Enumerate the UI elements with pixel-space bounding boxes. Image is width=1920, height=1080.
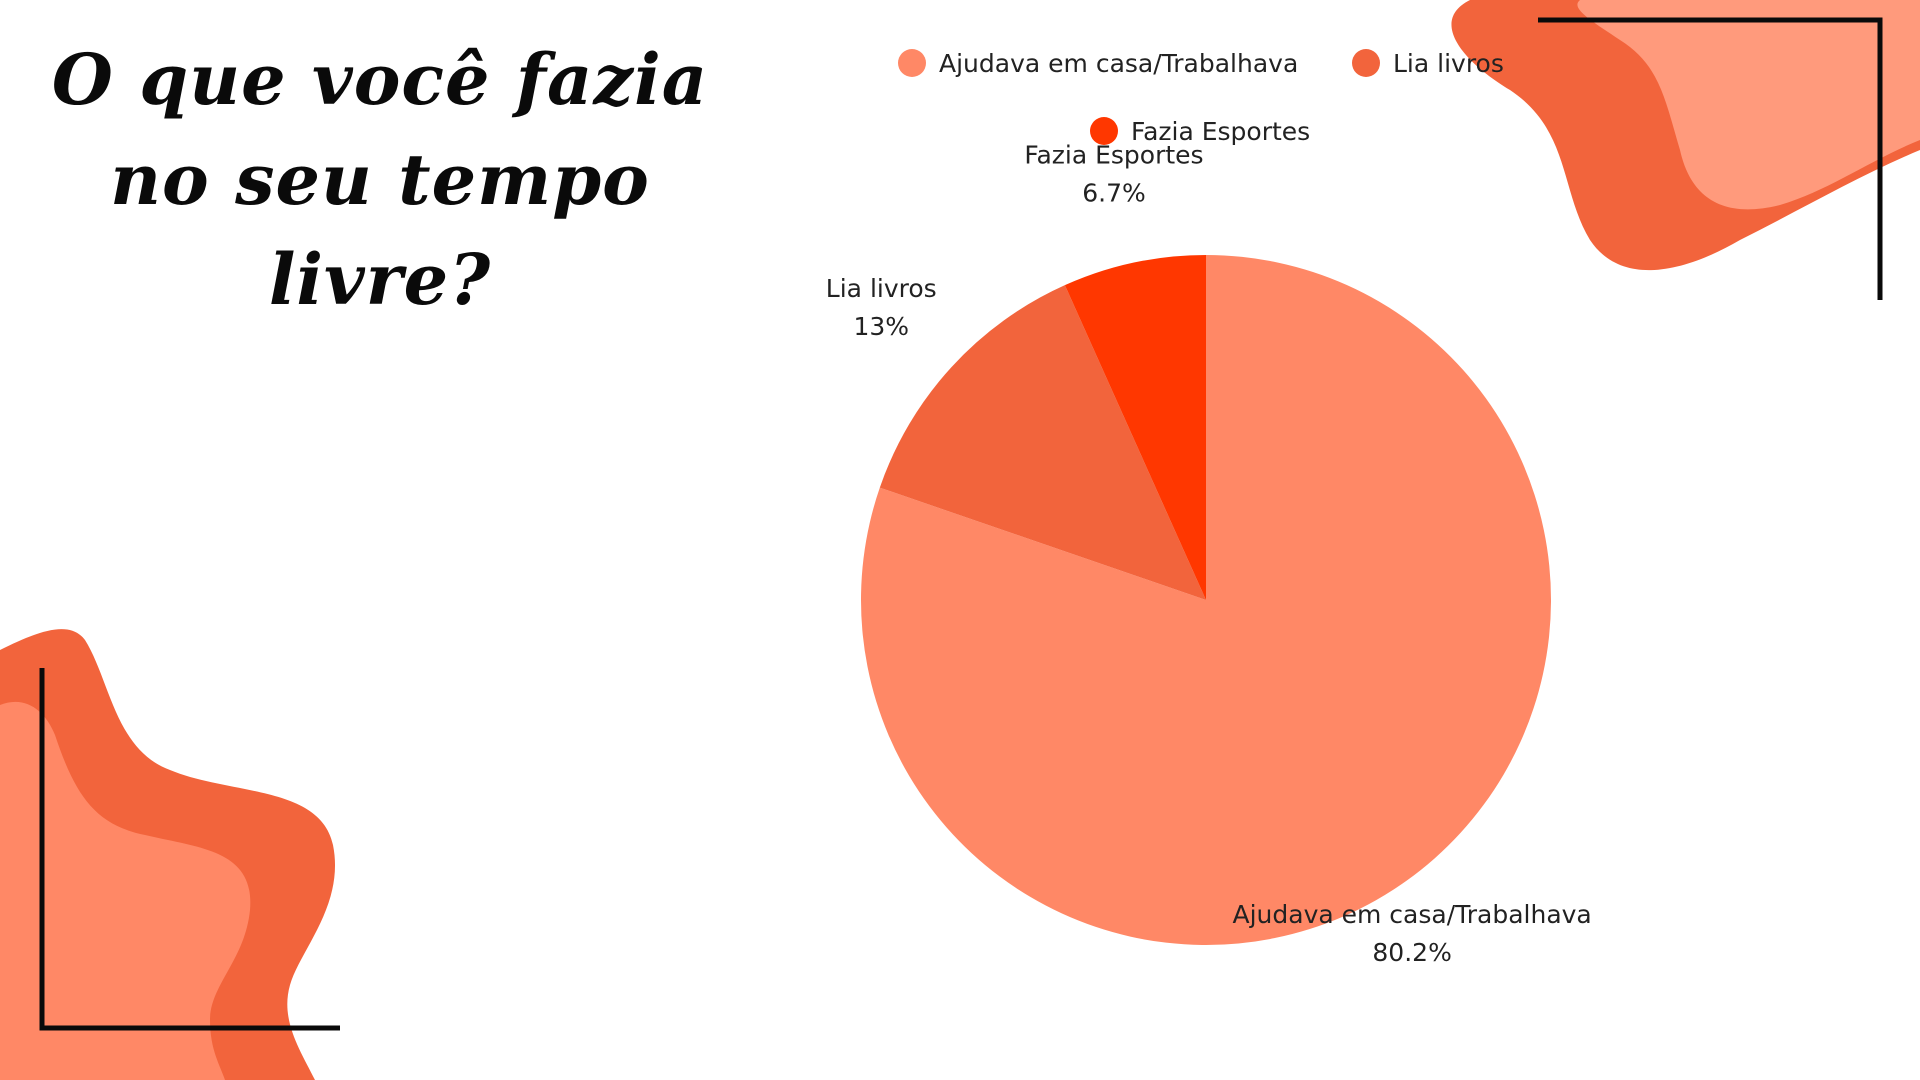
legend-swatch-lia-livros: [1352, 49, 1380, 77]
pie-label-lia-livros: Lia livros: [826, 274, 937, 303]
decor-frame-bottom-left: [39, 668, 340, 1031]
legend-label-fazia-esportes: Fazia Esportes: [1131, 117, 1310, 146]
legend-label-ajudava-em-casa-trabalhava: Ajudava em casa/Trabalhava: [939, 49, 1298, 78]
legend-label-lia-livros: Lia livros: [1393, 49, 1504, 78]
decor-blob-bottom-left: [0, 629, 340, 1080]
page-title: O que você fazia no seu tempo livre?: [51, 38, 709, 321]
decor-blob-top-right-light: [1577, 0, 1920, 210]
legend-swatch-fazia-esportes: [1090, 117, 1118, 145]
decor-frame-top-right: [1538, 17, 1883, 300]
pie-labels: Ajudava em casa/Trabalhava 80.2% Lia livro…: [826, 141, 1592, 967]
chart-legend: Ajudava em casa/Trabalhava Lia livros Fazi…: [898, 49, 1504, 146]
pie-value-fazia-esportes: 6.7%: [1082, 179, 1146, 208]
legend-swatch-ajudava-em-casa-trabalhava: [898, 49, 926, 77]
pie-slice-fazia-esportes: [1064, 255, 1206, 600]
decor-blob-bottom-left-light: [0, 701, 251, 1080]
pie-value-lia-livros: 13%: [853, 312, 909, 341]
pie-label-ajudava-em-casa-trabalhava: Ajudava em casa/Trabalhava: [1232, 900, 1591, 929]
decor-blob-top-right: [1451, 0, 1920, 300]
pie-label-fazia-esportes: Fazia Esportes: [1024, 141, 1203, 170]
pie-value-ajudava-em-casa-trabalhava: 80.2%: [1372, 938, 1451, 967]
pie-slices: [861, 255, 1551, 946]
pie-slice-lia-livros: [879, 285, 1206, 600]
